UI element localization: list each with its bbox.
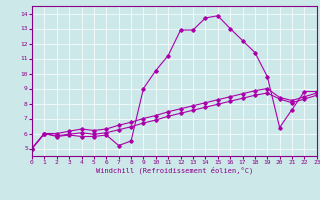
X-axis label: Windchill (Refroidissement éolien,°C): Windchill (Refroidissement éolien,°C) [96,167,253,174]
